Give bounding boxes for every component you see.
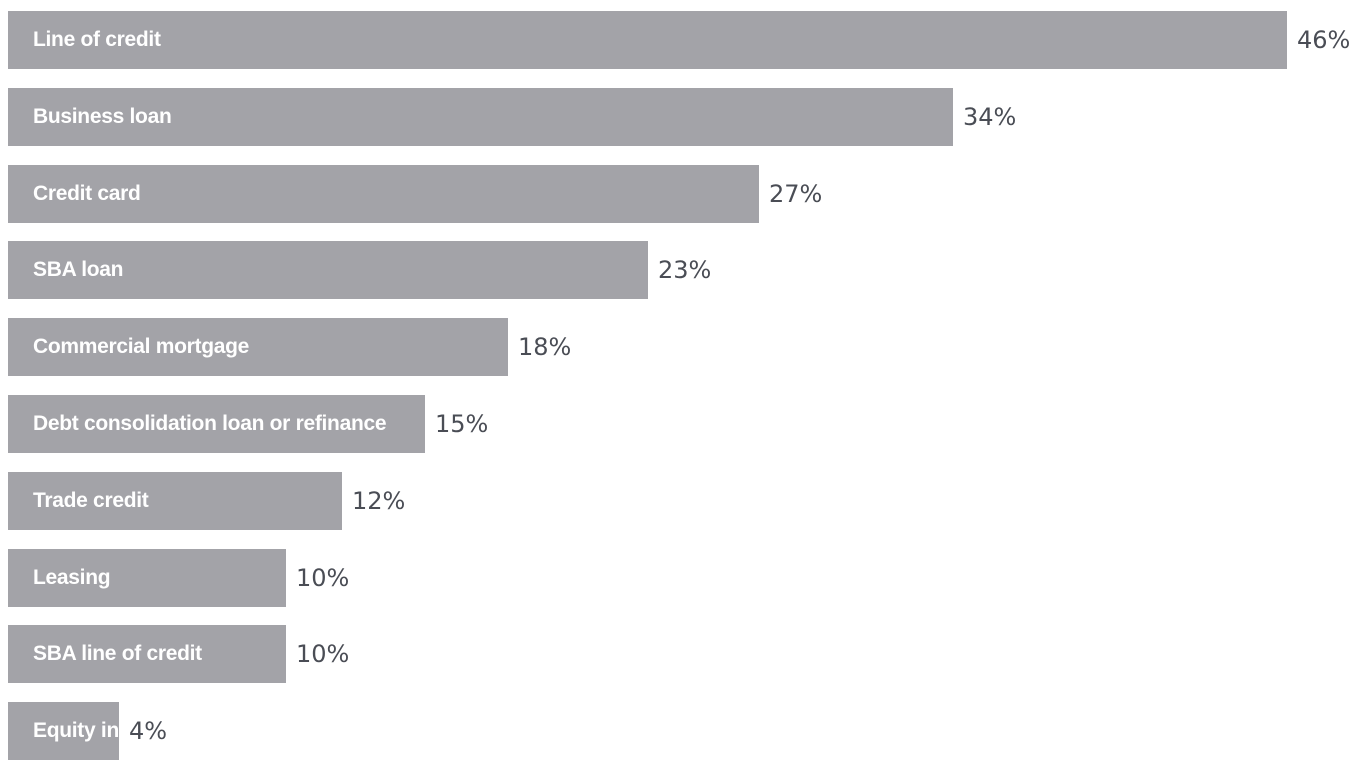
bar-value-label: 10% [296, 640, 350, 668]
bar-value-label: 15% [435, 410, 489, 438]
bar-value-label: 34% [963, 103, 1017, 131]
bar [8, 472, 342, 530]
bar [8, 318, 508, 376]
bar-category-label: SBA line of credit [33, 642, 202, 665]
bar [8, 549, 286, 607]
bar-value-label: 46% [1297, 26, 1351, 54]
bar-value-label: 27% [769, 180, 823, 208]
bar-value-label: 18% [518, 333, 572, 361]
bar [8, 88, 953, 146]
bar-category-label: Credit card [33, 182, 141, 205]
bar-category-label: Line of credit [33, 28, 161, 51]
bar [8, 11, 1287, 69]
bar-category-label: SBA loan [33, 258, 124, 281]
bar-value-label: 23% [658, 256, 712, 284]
bar [8, 165, 759, 223]
bar [8, 241, 648, 299]
bar-category-label: Debt consolidation loan or refinance [33, 412, 387, 435]
bar [8, 702, 119, 760]
bar [8, 395, 425, 453]
bar-category-label: Leasing [33, 566, 111, 589]
bar-value-label: 4% [129, 717, 168, 745]
bar-category-label: Trade credit [33, 489, 149, 512]
bar-value-label: 12% [352, 487, 406, 515]
bar [8, 625, 286, 683]
bar-category-label: Commercial mortgage [33, 335, 250, 358]
bar-value-label: 10% [296, 564, 350, 592]
bar-category-label: Equity investment [33, 719, 209, 742]
bar-category-label: Business loan [33, 105, 172, 128]
